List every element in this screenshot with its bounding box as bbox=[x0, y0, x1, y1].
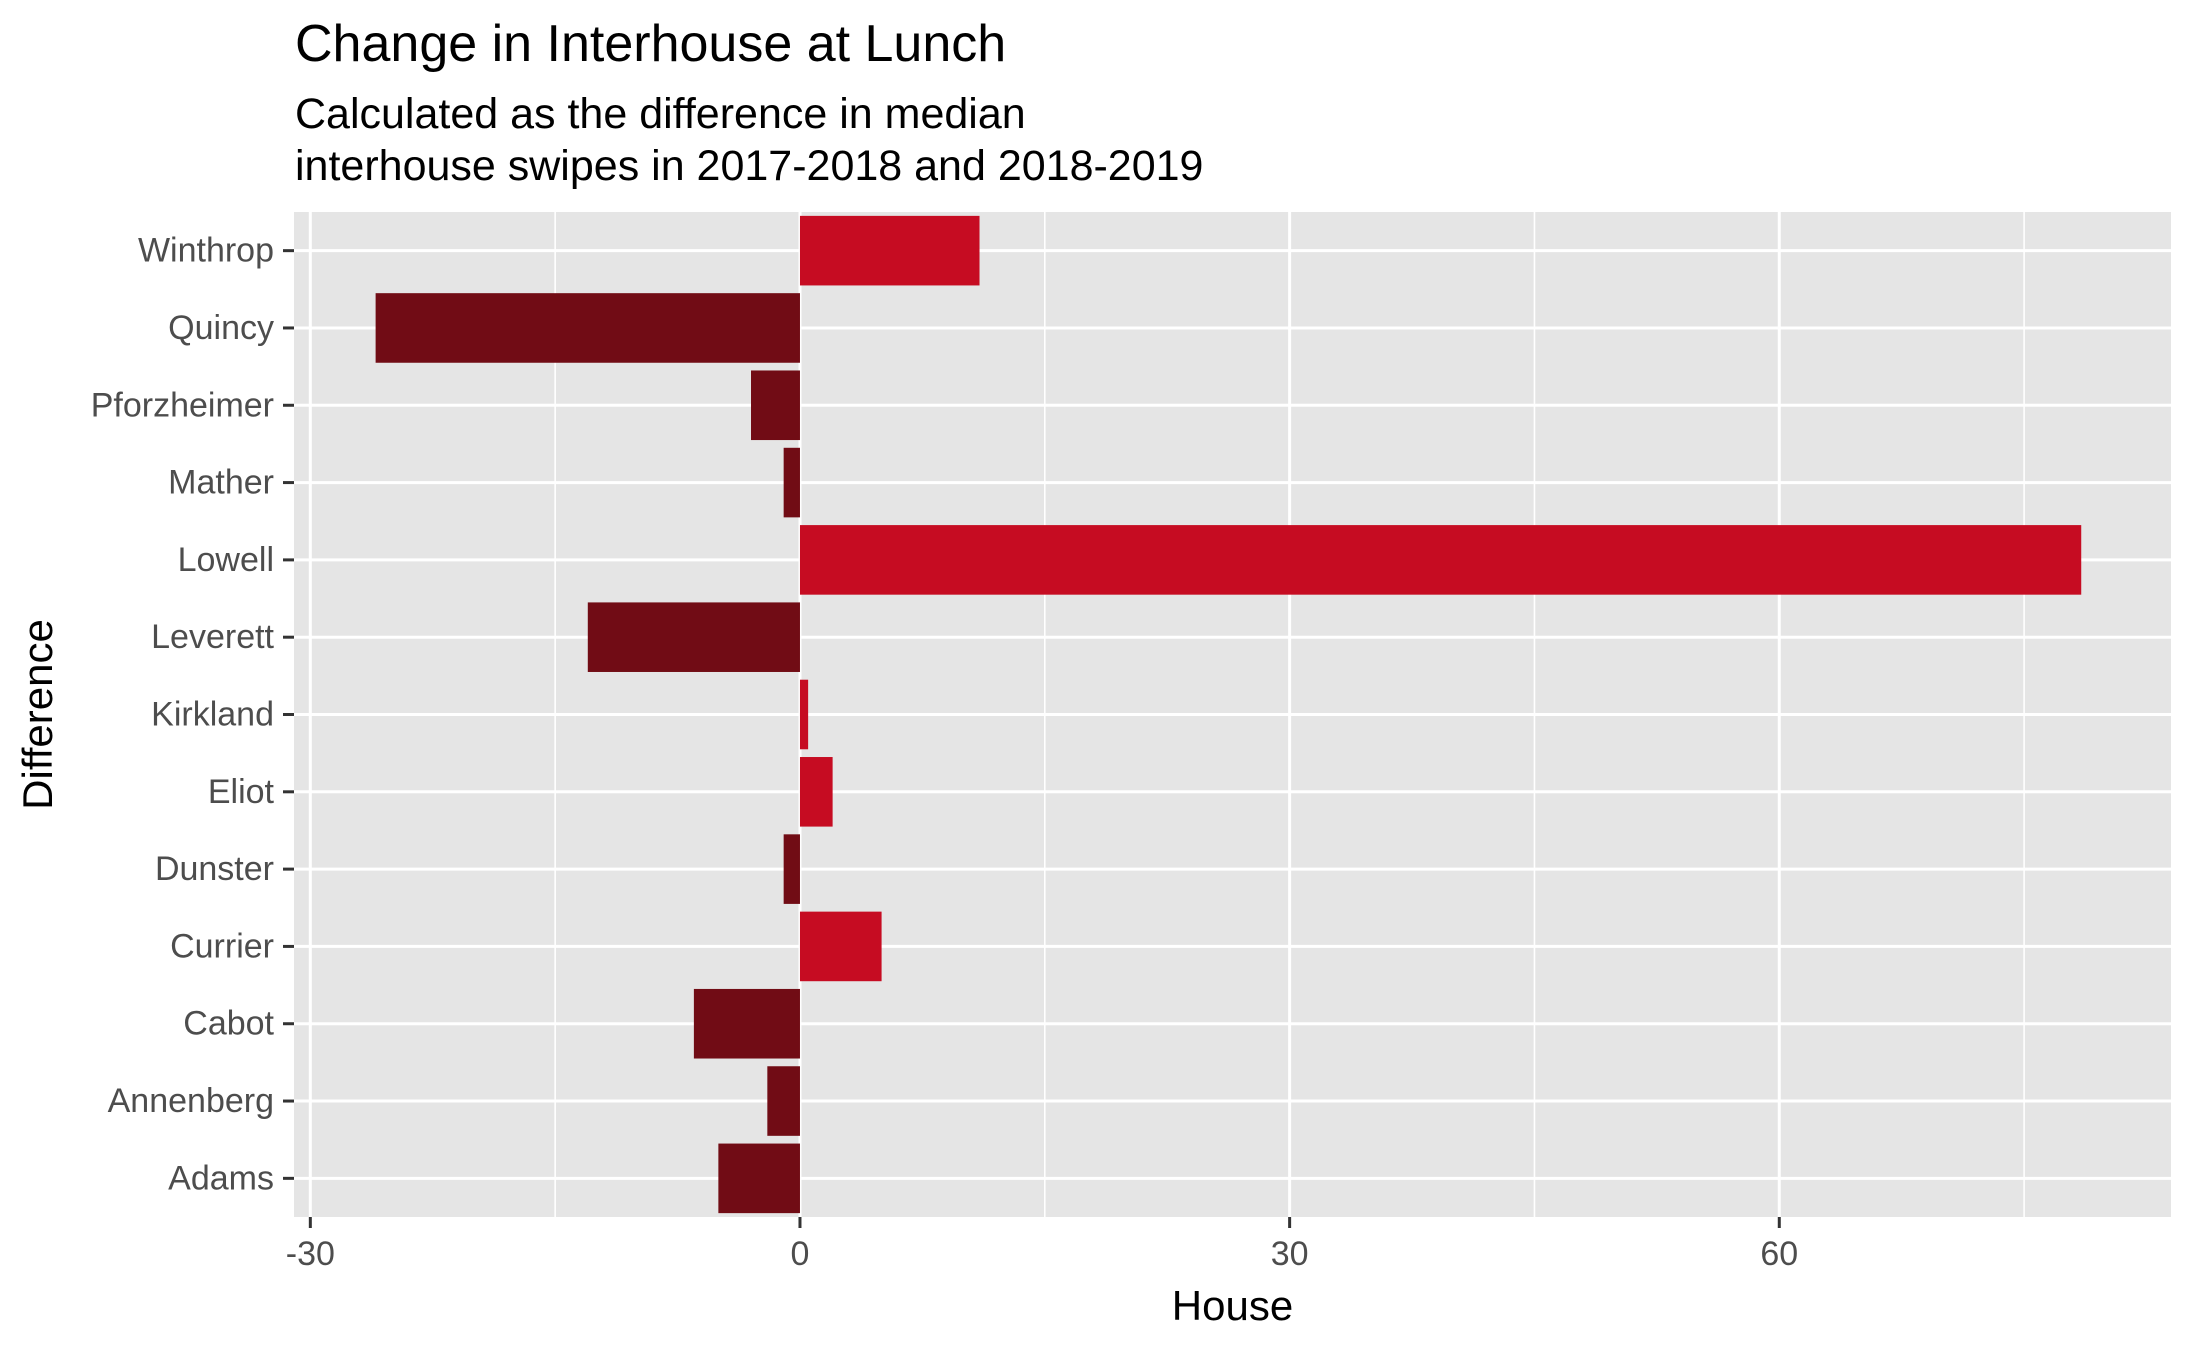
x-axis-title: House bbox=[1172, 1282, 1293, 1329]
bar-winthrop bbox=[799, 215, 980, 286]
bar-kirkland bbox=[799, 679, 809, 750]
y-tick-label: Kirkland bbox=[151, 696, 274, 734]
y-tick-label: Quincy bbox=[168, 309, 274, 347]
y-tick-label: Cabot bbox=[183, 1005, 274, 1043]
y-tick-label: Pforzheimer bbox=[91, 386, 274, 424]
y-axis: Adams Annenberg Cabot Currier Dunster Eliot Ki… bbox=[91, 232, 294, 1197]
x-tick-label: 30 bbox=[1271, 1235, 1309, 1273]
y-axis-title: Difference bbox=[14, 619, 61, 810]
bars bbox=[375, 215, 2082, 1214]
chart-subtitle: Calculated as the difference in median i… bbox=[295, 88, 1203, 192]
y-tick-label: Lowell bbox=[178, 541, 274, 579]
x-tick-label: 60 bbox=[1760, 1235, 1798, 1273]
bar-quincy bbox=[375, 293, 800, 363]
chart-title: Change in Interhouse at Lunch bbox=[295, 15, 1007, 73]
bar-annenberg bbox=[767, 1066, 800, 1136]
x-tick-label: 0 bbox=[791, 1235, 810, 1273]
y-tick-label: Annenberg bbox=[108, 1082, 274, 1120]
y-tick-label: Mather bbox=[168, 464, 274, 502]
y-tick-label: Leverett bbox=[151, 618, 274, 656]
bar-adams bbox=[718, 1143, 800, 1214]
bar-cabot bbox=[693, 988, 800, 1059]
y-tick-label: Eliot bbox=[208, 773, 275, 811]
bar-lowell bbox=[799, 525, 2082, 595]
chart-subtitle-line-1: Calculated as the difference in median bbox=[295, 90, 1026, 138]
bar-currier bbox=[799, 911, 882, 982]
chart-subtitle-line-2: interhouse swipes in 2017-2018 and 2018-… bbox=[295, 142, 1204, 190]
bar-eliot bbox=[799, 757, 833, 827]
y-tick-label: Dunster bbox=[155, 850, 274, 888]
x-tick-label: -30 bbox=[286, 1235, 335, 1273]
y-tick-label: Currier bbox=[170, 927, 274, 965]
bar-pforzheimer bbox=[751, 370, 800, 441]
x-axis: -30 0 30 60 bbox=[286, 1217, 1798, 1273]
y-tick-label: Winthrop bbox=[138, 232, 274, 270]
bar-leverett bbox=[587, 602, 800, 672]
bar-mather bbox=[783, 447, 800, 518]
bar-dunster bbox=[783, 834, 800, 904]
y-tick-label: Adams bbox=[168, 1159, 274, 1197]
